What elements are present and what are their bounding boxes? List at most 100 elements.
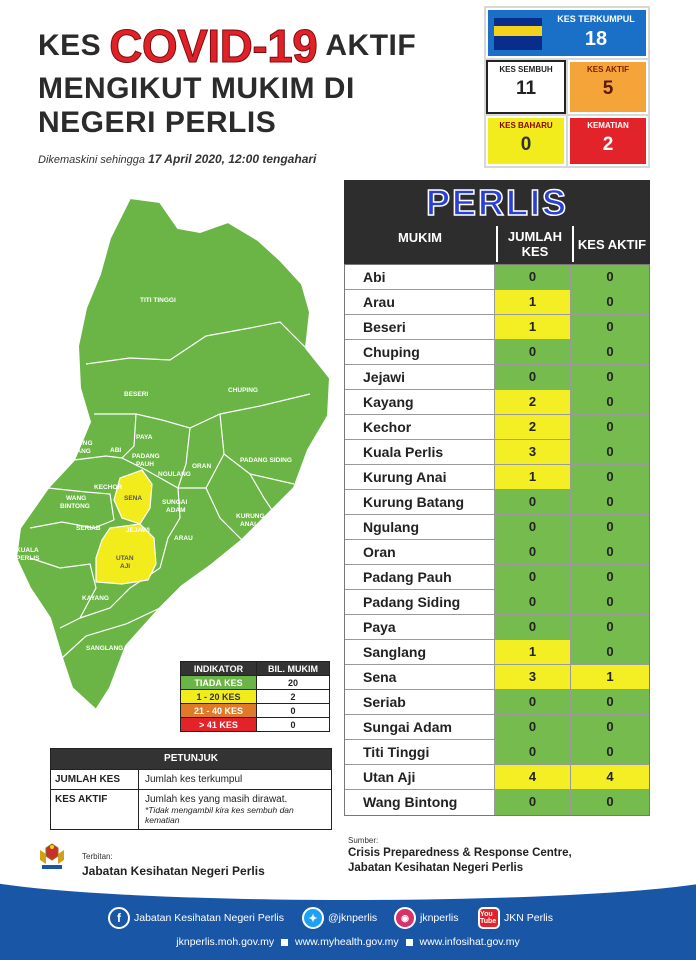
mukim-name: Padang Siding	[345, 590, 495, 614]
table-row: Jejawi 0 0	[345, 365, 649, 390]
map-label-kuala-perlis-2: PERLIS	[16, 555, 40, 562]
mukim-name: Kayang	[345, 390, 495, 414]
instagram-link[interactable]: ◉ jknperlis	[394, 906, 459, 930]
map-label-titi-tinggi: TITI TINGGI	[140, 297, 176, 304]
kes-aktif-cell: 0	[571, 390, 649, 414]
table-row: Oran 0 0	[345, 540, 649, 565]
map-district-utan-aji	[95, 523, 157, 585]
column-mukim: MUKIM	[397, 230, 443, 245]
website-link-1[interactable]: jknperlis.moh.gov.my	[176, 936, 275, 948]
mukim-name: Kuala Perlis	[345, 440, 495, 464]
instagram-icon: ◉	[394, 907, 416, 929]
table-column-headers: MUKIM JUMLAH KES KES AKTIF	[344, 224, 650, 264]
mukim-name: Sanglang	[345, 640, 495, 664]
kes-aktif-cell: 0	[571, 790, 649, 815]
map-label-seriab: SERIAB	[76, 525, 101, 532]
kes-aktif-cell: 0	[571, 440, 649, 464]
petunjuk-title: PETUNJUK	[51, 749, 331, 769]
sumber-label: Sumber:	[348, 836, 379, 845]
indikator-count: 2	[256, 689, 330, 704]
column-jumlah-kes: JUMLAH KES	[496, 226, 572, 262]
stat-value: 11	[515, 78, 537, 99]
petunjuk-value-wrap: Jumlah kes yang masih dirawat. *Tidak me…	[139, 790, 331, 829]
twitter-link[interactable]: ✦ @jknperlis	[302, 906, 377, 930]
map-label-padang-pauh: PADANG	[132, 453, 160, 460]
jumlah-kes-cell: 1	[495, 290, 571, 314]
map-label-padang-siding: PADANG SIDING	[240, 457, 292, 464]
petunjuk-row: JUMLAH KES Jumlah kes terkumpul	[51, 769, 331, 789]
mukim-name: Kechor	[345, 415, 495, 439]
title-kes: KES	[38, 29, 102, 62]
petunjuk-key: KES AKTIF	[51, 790, 139, 829]
indikator-header-count: BIL. MUKIM	[256, 661, 330, 676]
map-label-kurung-anai-2: ANAI	[240, 521, 256, 528]
stat-label: KES SEMBUH	[499, 65, 553, 74]
footer-bar: f Jabatan Kesihatan Negeri Perlis ✦ @jkn…	[0, 880, 696, 960]
stat-label: KES TERKUMPUL	[557, 14, 635, 24]
indikator-row: 21 - 40 KES 0	[180, 703, 330, 718]
table-row: Kurung Anai 1 0	[345, 465, 649, 490]
table-row: Utan Aji 4 4	[345, 765, 649, 790]
map-label-kayang: KAYANG	[82, 595, 109, 602]
mukim-name: Beseri	[345, 315, 495, 339]
facebook-link[interactable]: f Jabatan Kesihatan Negeri Perlis	[108, 906, 284, 930]
table-row: Arau 1 0	[345, 290, 649, 315]
map-label-padang-pauh-2: PAUH	[136, 461, 154, 468]
stat-kes-baharu: KES BAHARU 0	[486, 116, 566, 166]
map-label-kuala-perlis: KUALA	[16, 547, 39, 554]
jumlah-kes-cell: 0	[495, 340, 571, 364]
map-label-sungai-adam: SUNGAI	[162, 499, 187, 506]
jumlah-kes-cell: 0	[495, 540, 571, 564]
stat-value: 18	[584, 28, 608, 50]
kes-aktif-cell: 0	[571, 715, 649, 739]
mukim-name: Seriab	[345, 690, 495, 714]
indikator-row: TIADA KES 20	[180, 675, 330, 690]
table-body: Abi 0 0 Arau 1 0 Beseri 1 0 Chuping 0 0 Jejawi 0 0 Kaya…	[344, 264, 650, 816]
website-link-3[interactable]: www.infosihat.gov.my	[419, 936, 520, 948]
youtube-link[interactable]: You Tube JKN Perlis	[478, 906, 553, 930]
youtube-label: JKN Perlis	[504, 912, 554, 924]
jumlah-kes-cell: 1	[495, 315, 571, 339]
mukim-name: Chuping	[345, 340, 495, 364]
stat-kes-terkumpul: KES TERKUMPUL 18	[486, 8, 648, 58]
stat-kes-sembuh: KES SEMBUH 11	[486, 60, 566, 114]
table-row: Beseri 1 0	[345, 315, 649, 340]
jumlah-kes-cell: 0	[495, 740, 571, 764]
mukim-name: Utan Aji	[345, 765, 495, 789]
mukim-name: Kurung Anai	[345, 465, 495, 489]
indikator-label: > 41 KES	[180, 717, 257, 732]
mukim-name: Jejawi	[345, 365, 495, 389]
kes-aktif-cell: 1	[571, 665, 649, 689]
table-state-header: PERLIS	[344, 180, 650, 224]
map-label-kurung-anai: KURUNG	[236, 513, 265, 520]
social-links: f Jabatan Kesihatan Negeri Perlis ✦ @jkn…	[0, 906, 696, 930]
jumlah-kes-cell: 0	[495, 790, 571, 815]
perlis-flag-icon	[494, 18, 542, 50]
page-title: KES COVID-19 AKTIF	[38, 14, 416, 78]
indikator-count: 20	[256, 675, 330, 690]
map-label-paya: PAYA	[136, 434, 153, 441]
kes-aktif-cell: 0	[571, 640, 649, 664]
indikator-count: 0	[256, 703, 330, 718]
kes-aktif-cell: 0	[571, 740, 649, 764]
stat-label: KES AKTIF	[587, 65, 629, 74]
jumlah-kes-cell: 3	[495, 665, 571, 689]
perlis-map: TITI TINGGI BESERI CHUPING PAYA KURUNG B…	[10, 188, 340, 718]
indikator-label: 21 - 40 KES	[180, 703, 257, 718]
indikator-header: INDIKATOR BIL. MUKIM	[180, 661, 330, 676]
youtube-icon: You Tube	[478, 907, 500, 929]
kes-aktif-cell: 4	[571, 765, 649, 789]
indikator-label: 1 - 20 KES	[180, 689, 257, 704]
website-link-2[interactable]: www.myhealth.gov.my	[294, 936, 399, 948]
terbitan-value: Jabatan Kesihatan Negeri Perlis	[82, 864, 265, 878]
mukim-name: Ngulang	[345, 515, 495, 539]
table-row: Ngulang 0 0	[345, 515, 649, 540]
jumlah-kes-cell: 0	[495, 490, 571, 514]
map-label-kurung-batang-2: BATANG	[64, 448, 91, 455]
sumber-line-1: Crisis Preparedness & Response Centre,	[348, 847, 572, 859]
table-row: Padang Siding 0 0	[345, 590, 649, 615]
table-row: Sungai Adam 0 0	[345, 715, 649, 740]
table-row: Kurung Batang 0 0	[345, 490, 649, 515]
mukim-name: Arau	[345, 290, 495, 314]
indikator-count: 0	[256, 717, 330, 732]
